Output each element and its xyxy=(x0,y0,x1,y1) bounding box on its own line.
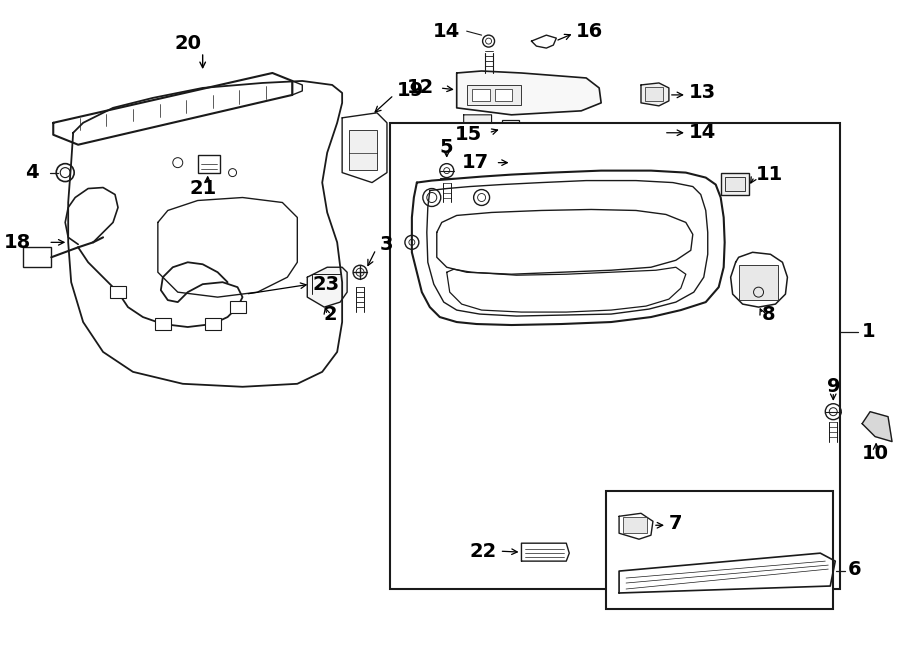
Polygon shape xyxy=(436,209,693,274)
Text: 19: 19 xyxy=(397,81,424,101)
Bar xyxy=(204,318,220,330)
Bar xyxy=(606,491,833,609)
Bar xyxy=(623,517,647,533)
Bar xyxy=(552,155,563,171)
Bar xyxy=(230,301,246,313)
Bar xyxy=(349,130,377,169)
Text: 18: 18 xyxy=(4,233,32,252)
Polygon shape xyxy=(862,412,892,442)
Text: 17: 17 xyxy=(462,153,489,172)
Text: 8: 8 xyxy=(761,305,775,324)
Text: 14: 14 xyxy=(688,123,716,142)
Text: 14: 14 xyxy=(432,22,460,40)
Bar xyxy=(721,173,749,195)
Bar xyxy=(501,120,519,135)
Polygon shape xyxy=(511,151,580,175)
Text: 5: 5 xyxy=(440,138,454,157)
Bar xyxy=(506,122,516,131)
Text: 16: 16 xyxy=(576,22,604,40)
Text: 2: 2 xyxy=(323,305,337,324)
Text: 21: 21 xyxy=(189,179,216,198)
Text: 1: 1 xyxy=(862,322,876,342)
Polygon shape xyxy=(456,71,601,115)
Text: 20: 20 xyxy=(175,34,202,52)
Text: 15: 15 xyxy=(454,125,482,144)
Text: 12: 12 xyxy=(407,78,434,97)
Bar xyxy=(739,265,778,300)
Polygon shape xyxy=(731,252,788,307)
Text: 11: 11 xyxy=(756,165,783,184)
Bar xyxy=(566,155,578,171)
Text: 13: 13 xyxy=(688,83,716,103)
Text: 6: 6 xyxy=(848,559,862,579)
Bar xyxy=(198,155,220,173)
Bar xyxy=(155,318,171,330)
Text: 23: 23 xyxy=(312,275,339,294)
Bar xyxy=(390,122,841,589)
Text: 3: 3 xyxy=(380,235,393,254)
Bar xyxy=(536,155,548,171)
Bar xyxy=(23,248,51,267)
Polygon shape xyxy=(307,267,347,307)
Bar xyxy=(645,87,663,101)
Polygon shape xyxy=(641,83,669,106)
Text: 9: 9 xyxy=(826,377,840,397)
Bar xyxy=(467,85,521,105)
Text: 10: 10 xyxy=(861,444,888,463)
Polygon shape xyxy=(619,513,652,540)
Text: 7: 7 xyxy=(669,514,682,533)
Bar xyxy=(724,177,744,191)
Text: 4: 4 xyxy=(24,163,39,182)
Polygon shape xyxy=(464,115,491,128)
Bar xyxy=(521,155,534,171)
Bar xyxy=(110,286,126,298)
Bar xyxy=(472,89,490,101)
Text: 22: 22 xyxy=(469,542,497,561)
Bar xyxy=(495,89,512,101)
